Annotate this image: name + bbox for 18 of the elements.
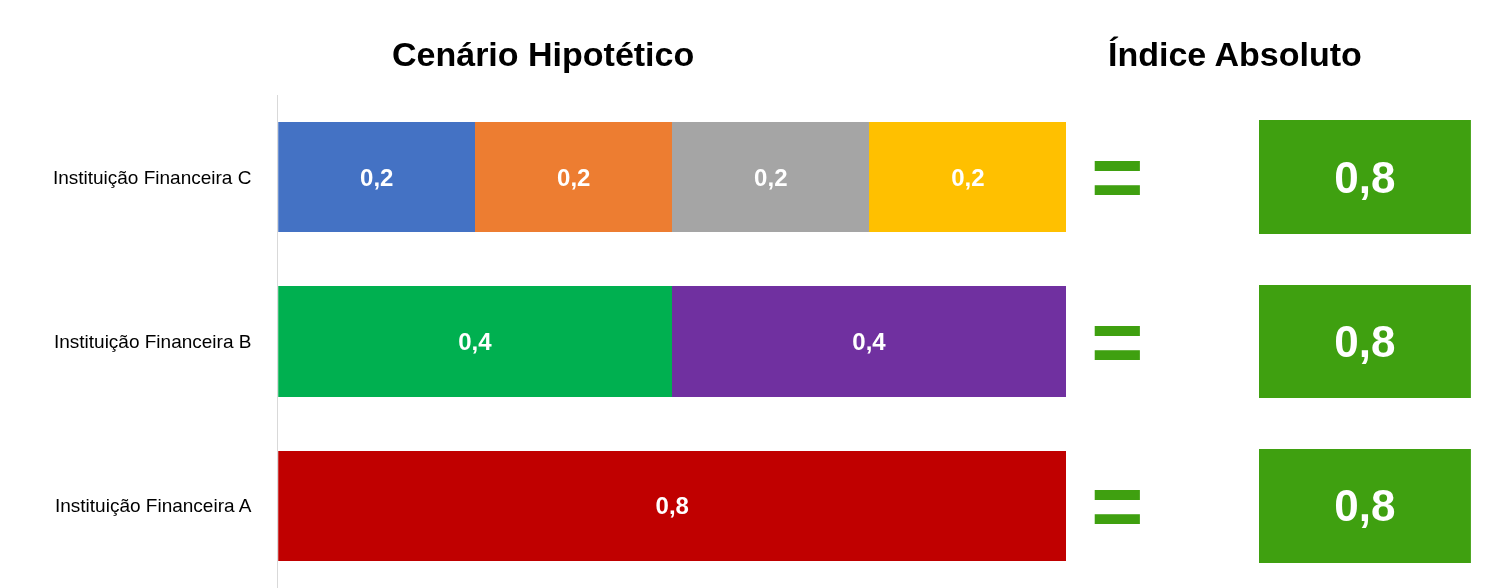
data-label: 0,8	[655, 492, 689, 520]
data-label: 0,8	[1334, 317, 1396, 367]
text: =	[1091, 292, 1144, 392]
data-label: 0,4	[852, 328, 887, 355]
y-tick-label: Instituição Financeira A	[54, 495, 252, 517]
y-tick-label: Instituição Financeira C	[52, 166, 252, 188]
y-tick-label: Instituição Financeira B	[53, 331, 252, 353]
data-label: 0,2	[360, 163, 394, 191]
data-label: 0,2	[557, 163, 591, 191]
text: =	[1091, 127, 1144, 227]
data-label: 0,2	[754, 163, 788, 191]
data-label: 0,8	[1334, 481, 1396, 531]
chart-title: Cenário Hipotético	[392, 35, 695, 73]
data-label: 0,4	[458, 328, 493, 355]
data-label: 0,2	[951, 163, 985, 191]
data-label: 0,8	[1334, 152, 1396, 202]
text: =	[1091, 456, 1144, 556]
text: Índice Absoluto	[1108, 35, 1362, 73]
